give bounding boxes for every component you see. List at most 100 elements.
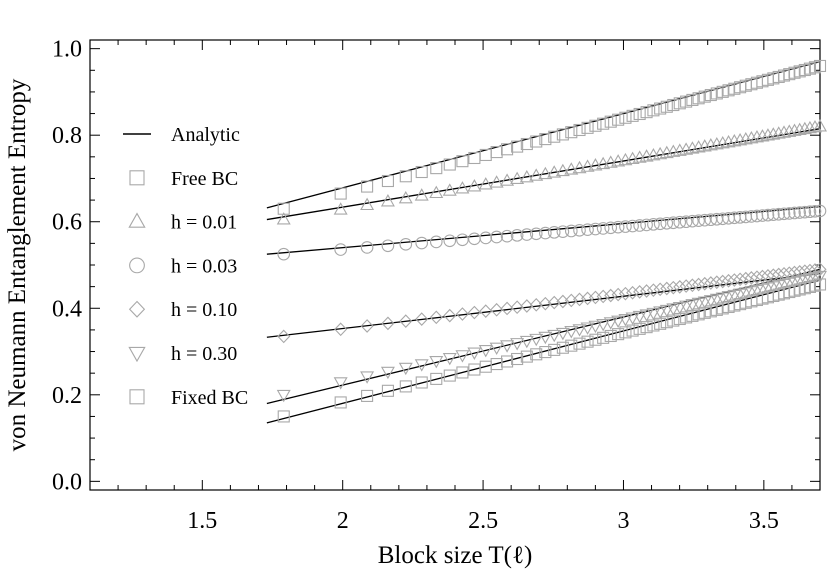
- analytic-line-h-0-01: [266, 128, 821, 221]
- data-point-h-0-01: [489, 175, 504, 188]
- data-point-h-0-01: [414, 188, 429, 201]
- data-point-h-0-10: [588, 290, 602, 305]
- data-point-h-0-03: [564, 224, 578, 238]
- analytic-line-h-0-03: [266, 205, 821, 255]
- data-point-fixed-bc: [399, 380, 412, 393]
- data-point-h-0-03: [793, 206, 807, 219]
- data-point-h-0-03: [679, 215, 693, 229]
- data-point-h-0-01: [547, 165, 562, 178]
- data-point-h-0-01: [588, 158, 603, 171]
- data-point-h-0-03: [573, 223, 586, 237]
- data-point-h-0-03: [443, 234, 457, 248]
- data-point-h-0-30: [572, 324, 587, 337]
- data-point-fixed-bc: [813, 278, 827, 291]
- data-point-free-bc: [520, 137, 533, 151]
- data-point-h-0-01: [721, 134, 736, 148]
- data-point-h-0-30: [564, 326, 579, 339]
- data-point-h-0-01: [333, 202, 348, 215]
- data-point-h-0-01: [276, 212, 291, 225]
- data-point-h-0-01: [787, 123, 802, 136]
- legend-label-analytic: Analytic: [171, 124, 240, 146]
- data-point-free-bc: [490, 146, 503, 159]
- data-point-h-0-03: [647, 218, 660, 231]
- data-point-fixed-bc: [443, 369, 456, 382]
- data-point-h-0-01: [738, 131, 753, 145]
- data-point-h-0-01: [797, 121, 812, 135]
- data-point-free-bc: [597, 117, 610, 130]
- data-point-h-0-30: [679, 300, 694, 313]
- legend-label-h-0-30: h = 0.30: [171, 343, 237, 365]
- data-point-free-bc: [556, 128, 569, 141]
- data-point-h-0-01: [709, 136, 724, 150]
- data-point-h-0-30: [625, 312, 640, 325]
- data-point-free-bc: [698, 90, 711, 103]
- data-point-h-0-01: [744, 130, 759, 144]
- data-point-h-0-30: [596, 318, 611, 332]
- data-point-h-0-30: [672, 301, 687, 315]
- data-point-h-0-03: [581, 223, 594, 236]
- data-point-h-0-30: [333, 377, 348, 390]
- data-point-free-bc: [647, 104, 660, 117]
- data-point-h-0-10: [679, 279, 693, 293]
- data-point-free-bc: [334, 187, 347, 200]
- data-point-h-0-10: [381, 316, 395, 331]
- data-point-h-0-10: [710, 275, 724, 290]
- data-point-fixed-bc: [589, 333, 602, 346]
- data-point-h-0-30: [360, 371, 375, 384]
- data-point-free-bc: [415, 165, 428, 179]
- data-point-free-bc: [654, 102, 667, 115]
- legend-label-h-0-10: h = 0.10: [171, 299, 237, 321]
- data-point-h-0-03: [510, 229, 524, 242]
- x-tick-label: 3.5: [749, 508, 779, 534]
- data-point-h-0-03: [399, 238, 413, 251]
- data-point-fixed-bc: [654, 317, 667, 330]
- data-point-h-0-03: [589, 222, 602, 236]
- data-point-fixed-bc: [660, 316, 673, 329]
- data-point-h-0-03: [490, 230, 503, 244]
- data-point-fixed-bc: [612, 328, 625, 341]
- data-point-h-0-30: [691, 297, 706, 311]
- data-point-free-bc: [565, 126, 578, 139]
- data-point-h-0-03: [761, 208, 775, 222]
- data-point-h-0-01: [777, 125, 792, 138]
- data-point-h-0-10: [653, 282, 667, 297]
- data-point-h-0-10: [673, 280, 687, 294]
- data-point-h-0-03: [556, 225, 570, 238]
- data-point-h-0-03: [529, 227, 543, 241]
- data-point-h-0-01: [360, 197, 375, 211]
- data-point-h-0-01: [813, 119, 827, 132]
- tick-labels: 1.5 2 2.5 3 3.5 0.0 0.2 0.4 0.6 0.8 1.0: [52, 37, 779, 534]
- data-point-h-0-03: [626, 219, 639, 233]
- data-point-h-0-03: [686, 214, 699, 228]
- x-tick-label: 1.5: [187, 508, 217, 534]
- data-point-fixed-bc: [680, 311, 693, 324]
- data-point-fixed-bc: [686, 309, 699, 322]
- data-point-h-0-30: [529, 333, 544, 347]
- data-point-h-0-10: [727, 273, 741, 287]
- data-point-h-0-10: [733, 272, 747, 287]
- data-point-h-0-30: [685, 299, 700, 312]
- data-point-h-0-30: [580, 322, 595, 335]
- data-point-h-0-03: [798, 205, 812, 219]
- data-point-free-bc: [633, 107, 646, 121]
- data-point-h-0-03: [547, 226, 561, 239]
- data-point-free-bc: [660, 100, 673, 113]
- data-point-fixed-bc: [667, 314, 680, 327]
- data-point-h-0-01: [771, 126, 786, 139]
- data-point-h-0-01: [519, 169, 534, 183]
- data-point-h-0-03: [415, 236, 429, 250]
- data-point-free-bc: [381, 174, 394, 188]
- data-point-h-0-01: [760, 128, 775, 141]
- data-point-h-0-30: [632, 310, 647, 324]
- data-point-h-0-03: [808, 204, 822, 218]
- data-point-free-bc: [813, 59, 827, 73]
- data-point-free-bc: [680, 95, 693, 108]
- data-point-h-0-10: [750, 270, 764, 285]
- data-point-fixed-bc: [430, 372, 443, 385]
- data-point-h-0-01: [733, 132, 748, 146]
- legend-marker-free-bc: [129, 170, 145, 186]
- data-point-h-0-01: [398, 190, 413, 204]
- data-point-fixed-bc: [415, 376, 428, 389]
- legend-label-free-bc: Free BC: [171, 168, 238, 190]
- data-point-h-0-10: [685, 278, 699, 293]
